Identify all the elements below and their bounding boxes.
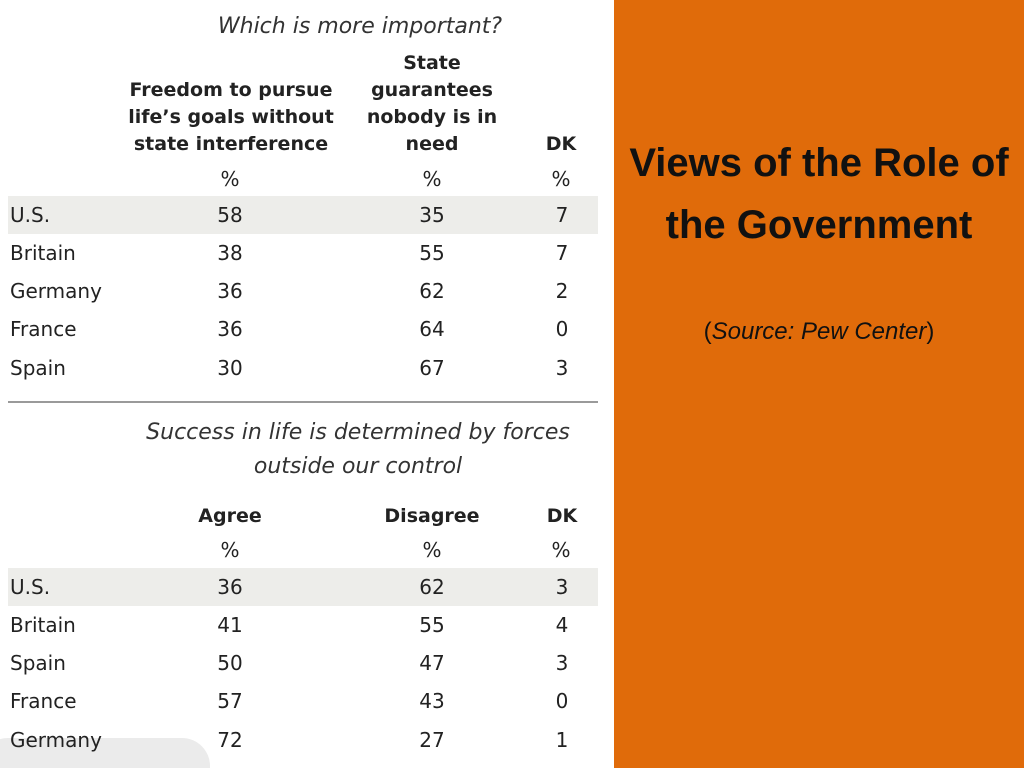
table2-column-agree: Agree <box>198 505 262 527</box>
table2-unit-disagree: % <box>422 538 442 562</box>
country-name: Britain <box>10 613 76 637</box>
slide-title: Views of the Role of the Government <box>629 141 1009 247</box>
table2-column-dk: DK <box>546 505 578 527</box>
value-agree: 72 <box>217 728 243 752</box>
country-name: U.S. <box>10 575 51 599</box>
table2-column-disagree: Disagree <box>384 505 480 527</box>
table-row: France 36 64 0 <box>8 310 598 348</box>
country-name: Germany <box>10 279 102 303</box>
value-dk: 2 <box>555 279 569 303</box>
table1-unit-freedom: % <box>220 167 240 191</box>
table1-column-dk: DK <box>545 133 577 155</box>
table1-unit-state: % <box>422 167 442 191</box>
table-row: Britain 38 55 7 <box>8 234 598 272</box>
table-row: Spain 30 67 3 <box>8 349 598 387</box>
country-name: Spain <box>10 651 66 675</box>
value-freedom: 58 <box>217 203 243 227</box>
value-dk: 0 <box>555 317 569 341</box>
value-disagree: 62 <box>419 575 445 599</box>
table2-unit-agree: % <box>220 538 240 562</box>
value-disagree: 47 <box>419 651 445 675</box>
value-agree: 36 <box>217 575 243 599</box>
survey-tables-panel: Which is more important? Freedom to purs… <box>0 14 598 768</box>
value-dk: 3 <box>555 356 569 380</box>
source-text: Source: Pew Center <box>711 318 927 345</box>
value-disagree: 43 <box>419 689 445 713</box>
value-freedom: 38 <box>217 241 243 265</box>
value-dk: 4 <box>555 613 569 637</box>
source-citation: (Source: Pew Center) <box>624 314 1014 350</box>
value-freedom: 36 <box>217 317 243 341</box>
country-name: France <box>10 689 77 713</box>
table-row: Spain 50 47 3 <box>8 644 598 682</box>
table-row: Britain 41 55 4 <box>8 606 598 644</box>
source-paren-open: ( <box>703 318 712 345</box>
value-disagree: 55 <box>419 613 445 637</box>
table-row: U.S. 36 62 3 <box>8 568 598 606</box>
value-state: 35 <box>419 203 445 227</box>
table-row: Germany 72 27 1 <box>8 721 598 759</box>
value-agree: 41 <box>217 613 243 637</box>
value-agree: 50 <box>217 651 243 675</box>
country-name: Spain <box>10 356 66 380</box>
source-paren-close: ) <box>926 318 935 345</box>
value-disagree: 27 <box>419 728 445 752</box>
table1-unit-dk: % <box>551 167 571 191</box>
value-dk: 1 <box>555 728 569 752</box>
table-row: U.S. 58 35 7 <box>8 196 598 234</box>
value-freedom: 30 <box>217 356 243 380</box>
table-row: Germany 36 62 2 <box>8 272 598 310</box>
table1-column-state-guarantees: State guarantees nobody is in need <box>366 52 498 155</box>
country-name: Germany <box>10 728 102 752</box>
table1-column-freedom: Freedom to pursue life’s goals without s… <box>128 79 334 155</box>
country-name: France <box>10 317 77 341</box>
value-state: 64 <box>419 317 445 341</box>
value-agree: 57 <box>217 689 243 713</box>
value-dk: 7 <box>555 241 569 265</box>
value-dk: 0 <box>555 689 569 713</box>
value-state: 67 <box>419 356 445 380</box>
value-dk: 3 <box>555 651 569 675</box>
footer-tab <box>0 738 210 768</box>
value-freedom: 36 <box>217 279 243 303</box>
value-state: 62 <box>419 279 445 303</box>
title-panel: Views of the Role of the Government (Sou… <box>614 0 1024 768</box>
table2-title: Success in life is determined by forces … <box>146 420 570 479</box>
table-row: France 57 43 0 <box>8 682 598 720</box>
table1-title: Which is more important? <box>217 14 503 39</box>
country-name: U.S. <box>10 203 51 227</box>
table-divider <box>8 401 598 403</box>
value-dk: 7 <box>555 203 569 227</box>
value-state: 55 <box>419 241 445 265</box>
value-dk: 3 <box>555 575 569 599</box>
country-name: Britain <box>10 241 76 265</box>
table2-unit-dk: % <box>551 538 571 562</box>
